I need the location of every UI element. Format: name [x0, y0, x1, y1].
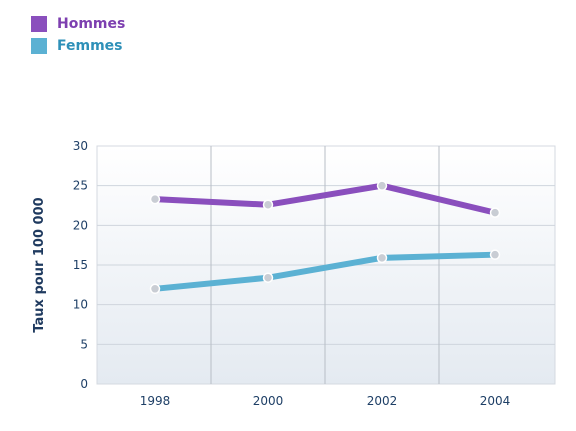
data-point-hommes	[489, 207, 501, 218]
data-point-femmes	[376, 252, 388, 264]
data-point-femmes	[149, 283, 161, 295]
x-axis-ticks: 1998 2000 2002 2004	[140, 394, 511, 408]
y-tick-label: 30	[73, 139, 88, 153]
y-tick-label: 10	[73, 298, 88, 312]
data-point-femmes	[489, 249, 501, 260]
y-axis-ticks: 0 5 10 15 20 25 30	[73, 139, 88, 391]
legend: Hommes Femmes	[31, 13, 125, 57]
y-tick-label: 5	[80, 337, 88, 351]
data-point-hommes	[376, 180, 388, 191]
y-axis-label: Taux pour 100 000	[32, 197, 47, 332]
y-tick-label: 25	[73, 179, 88, 193]
legend-item-femmes: Femmes	[31, 35, 125, 57]
x-tick-label: 2004	[480, 394, 511, 408]
x-tick-label: 2000	[253, 394, 284, 408]
legend-label-femmes: Femmes	[57, 38, 123, 54]
legend-item-hommes: Hommes	[31, 13, 125, 35]
series-line-femmes	[152, 251, 498, 292]
legend-swatch-hommes	[31, 16, 47, 32]
data-point-hommes	[262, 199, 274, 210]
x-tick-label: 2002	[367, 394, 398, 408]
y-tick-label: 0	[80, 377, 88, 391]
y-tick-label: 15	[73, 258, 88, 272]
series-group	[149, 180, 501, 295]
data-point-hommes	[149, 193, 161, 205]
legend-label-hommes: Hommes	[57, 16, 126, 32]
y-tick-label: 20	[73, 218, 88, 232]
series-line-hommes	[152, 182, 498, 216]
x-tick-label: 1998	[140, 394, 171, 408]
data-point-femmes	[262, 272, 274, 283]
legend-swatch-femmes	[31, 38, 47, 54]
